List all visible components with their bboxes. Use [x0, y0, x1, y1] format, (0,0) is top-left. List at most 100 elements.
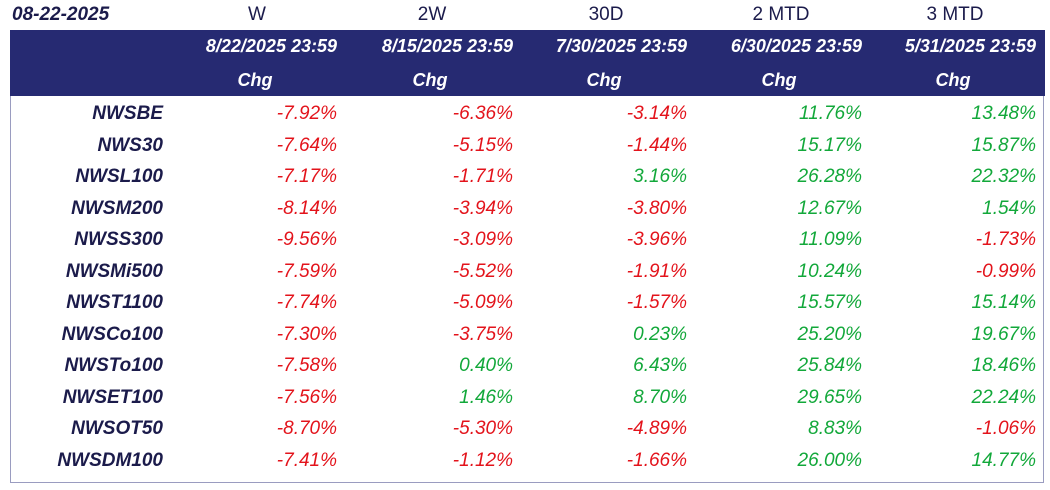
change-value: -6.36%: [452, 103, 513, 124]
table-row: NWSMi500 -7.59% -5.52% -1.91% 10.24% -0.99%: [11, 257, 1045, 288]
table-row: NWST1100 -7.74% -5.09% -1.57% 15.57% 15.14%: [11, 288, 1045, 319]
index-name: NWS30: [97, 134, 163, 156]
change-value: -1.71%: [452, 166, 513, 187]
change-value: -7.92%: [276, 103, 337, 124]
change-value: -7.41%: [276, 449, 337, 471]
index-name: NWSET100: [62, 386, 163, 408]
change-value: 10.24%: [797, 260, 862, 282]
period-30d: 30D: [588, 4, 624, 25]
index-name: NWSM200: [71, 197, 163, 219]
table-row: NWSM200 -8.14% -3.94% -3.80% 12.67% 1.54%: [11, 194, 1045, 225]
table-row: NWSCo100 -7.30% -3.75% 0.23% 25.20% 19.67%: [11, 320, 1045, 351]
change-value: -7.59%: [276, 260, 337, 282]
table-row: NWS30 -7.64% -5.15% -1.44% 15.17% 15.87%: [11, 131, 1045, 162]
index-name: NWSCo100: [61, 323, 163, 345]
change-value: 15.87%: [971, 134, 1036, 156]
change-value: 29.65%: [797, 386, 862, 408]
change-value: -7.56%: [276, 386, 337, 408]
period-2mtd: 2 MTD: [752, 4, 810, 25]
table-body: NWSBE -7.92% -6.36% -3.14% 11.76% 13.48% NWS30…: [10, 96, 1044, 483]
change-value: 12.67%: [797, 197, 862, 219]
index-name: NWSDM100: [57, 449, 163, 471]
table-row: NWSET100 -7.56% 1.46% 8.70% 29.65% 22.24%: [11, 383, 1045, 414]
change-value: 26.28%: [797, 166, 862, 187]
table-row: NWSOT50 -8.70% -5.30% -4.89% 8.83% -1.06%: [11, 414, 1045, 445]
table-row: NWSL100 -7.17% -1.71% 3.16% 26.28% 22.32%: [11, 162, 1045, 193]
header-chg-3mtd: Chg: [935, 70, 971, 90]
change-value: -1.12%: [452, 449, 513, 471]
change-value: 1.54%: [982, 197, 1036, 219]
header-chg-2w: Chg: [412, 70, 448, 90]
change-value: -3.14%: [626, 103, 687, 124]
change-value: -7.64%: [276, 134, 337, 156]
index-name: NWSS300: [74, 229, 163, 250]
change-value: -1.06%: [975, 418, 1036, 439]
index-name: NWSTo100: [64, 355, 163, 376]
change-value: 0.40%: [459, 355, 513, 376]
change-value: 25.84%: [797, 355, 862, 376]
change-value: 6.43%: [633, 355, 687, 376]
change-value: 22.32%: [971, 166, 1036, 187]
index-name: NWSMi500: [65, 260, 163, 282]
change-value: 8.70%: [633, 386, 687, 408]
period-header-row: 08-22-2025 W 2W 30D 2 MTD 3 MTD: [0, 0, 1050, 30]
change-value: 11.76%: [798, 103, 862, 124]
change-value: -4.89%: [626, 418, 687, 439]
change-value: -8.70%: [276, 418, 337, 439]
change-value: -3.75%: [452, 323, 513, 345]
header-chg-2mtd: Chg: [761, 70, 797, 90]
change-value: -5.09%: [452, 292, 513, 313]
change-value: -1.91%: [626, 260, 687, 282]
change-value: -9.56%: [276, 229, 337, 250]
change-value: -3.80%: [626, 197, 687, 219]
change-value: 22.24%: [971, 386, 1036, 408]
index-name: NWST1100: [66, 292, 163, 313]
index-name: NWSL100: [75, 166, 163, 187]
period-2w: 2W: [417, 4, 447, 25]
header-date-30d: 7/30/2025 23:59: [555, 36, 687, 56]
change-value: -0.99%: [975, 260, 1036, 282]
change-value: 8.83%: [808, 418, 862, 439]
period-w: W: [248, 4, 266, 25]
change-value: 14.77%: [971, 449, 1036, 471]
change-value: -1.44%: [626, 134, 687, 156]
change-value: 19.67%: [971, 323, 1036, 345]
change-value: -1.66%: [626, 449, 687, 471]
report-date: 08-22-2025: [12, 4, 110, 25]
change-value: -1.73%: [975, 229, 1036, 250]
header-date-2w: 8/15/2025 23:59: [381, 36, 513, 56]
table-row: NWSDM100 -7.41% -1.12% -1.66% 26.00% 14.77%: [11, 446, 1045, 477]
index-name: NWSOT50: [71, 418, 163, 439]
change-value: 1.46%: [459, 386, 513, 408]
change-value: 26.00%: [797, 449, 862, 471]
change-value: 13.48%: [971, 103, 1036, 124]
change-value: -3.96%: [626, 229, 687, 250]
change-value: 15.17%: [797, 134, 862, 156]
table-header: 8/22/2025 23:59 8/15/2025 23:59 7/30/202…: [10, 30, 1045, 96]
table-row: NWSBE -7.92% -6.36% -3.14% 11.76% 13.48%: [11, 99, 1045, 130]
change-value: -8.14%: [276, 197, 337, 219]
change-value: -7.17%: [276, 166, 337, 187]
change-value: -3.09%: [452, 229, 513, 250]
change-value: 15.57%: [797, 292, 862, 313]
change-value: 11.09%: [798, 229, 862, 250]
change-value: 3.16%: [633, 166, 687, 187]
change-value: -5.30%: [452, 418, 513, 439]
index-name: NWSBE: [92, 103, 163, 124]
change-value: -1.57%: [626, 292, 687, 313]
header-chg-30d: Chg: [586, 70, 622, 90]
change-value: -5.52%: [452, 260, 513, 282]
table-row: NWSS300 -9.56% -3.09% -3.96% 11.09% -1.73%: [11, 225, 1045, 256]
change-value: -7.30%: [276, 323, 337, 345]
change-value: -5.15%: [452, 134, 513, 156]
change-value: 15.14%: [971, 292, 1036, 313]
change-value: -3.94%: [452, 197, 513, 219]
change-value: 25.20%: [797, 323, 862, 345]
change-value: -7.58%: [276, 355, 337, 376]
header-date-w: 8/22/2025 23:59: [205, 36, 337, 56]
change-value: 18.46%: [971, 355, 1036, 376]
header-date-2mtd: 6/30/2025 23:59: [730, 36, 862, 56]
header-chg-w: Chg: [237, 70, 273, 90]
change-value: 0.23%: [633, 323, 687, 345]
